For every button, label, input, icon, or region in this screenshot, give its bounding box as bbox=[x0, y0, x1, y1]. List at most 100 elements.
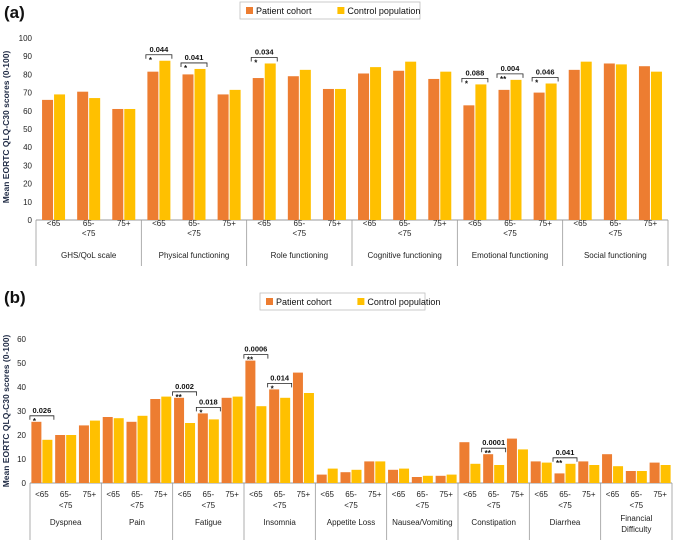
bar-patient bbox=[625, 471, 636, 483]
sig-bracket bbox=[481, 447, 507, 453]
group-label: Pain bbox=[129, 518, 145, 527]
legend-label: Patient cohort bbox=[256, 6, 312, 16]
group-label: GHS/QoL scale bbox=[61, 251, 117, 260]
sig-p-value: 0.034 bbox=[255, 47, 275, 56]
x-tick-label: 75+ bbox=[225, 490, 239, 499]
sig-p-value: 0.088 bbox=[465, 68, 484, 77]
bar-control bbox=[422, 475, 433, 483]
group-label: Emotional functioning bbox=[472, 251, 549, 260]
group-label: Difficulty bbox=[621, 525, 651, 534]
x-tick-label: 65- bbox=[274, 490, 286, 499]
sig-stars: ** bbox=[485, 449, 492, 458]
bar-patient bbox=[649, 462, 660, 483]
group-label: Appetite Loss bbox=[327, 518, 375, 527]
sig-stars: ** bbox=[500, 75, 507, 84]
bar-control bbox=[440, 71, 452, 220]
x-tick-label: 75+ bbox=[297, 490, 311, 499]
bar-control bbox=[615, 64, 627, 220]
x-tick-label: 65- bbox=[188, 219, 200, 228]
x-tick-label: 75+ bbox=[439, 490, 453, 499]
bar-control bbox=[370, 67, 382, 221]
bar-patient bbox=[77, 91, 89, 220]
bar-patient bbox=[459, 442, 470, 483]
sig-p-value: 0.014 bbox=[270, 373, 290, 382]
sig-bracket bbox=[195, 406, 221, 412]
bar-patient bbox=[358, 73, 370, 221]
bar-patient bbox=[411, 477, 422, 483]
bar-control bbox=[113, 418, 124, 483]
y-tick-label: 20 bbox=[17, 431, 26, 440]
x-tick-label: <65 bbox=[573, 219, 587, 228]
group-label: Cognitive functioning bbox=[368, 251, 442, 260]
x-tick-label: 65- bbox=[488, 490, 500, 499]
sig-bracket bbox=[172, 391, 197, 396]
group-label: Nausea/Vomiting bbox=[392, 518, 452, 527]
group-label: Social functioning bbox=[584, 251, 647, 260]
bar-control bbox=[565, 463, 576, 483]
sig-stars: * bbox=[465, 79, 469, 88]
bar-patient bbox=[554, 473, 565, 483]
x-tick-label: <65 bbox=[257, 219, 271, 228]
bar-control bbox=[405, 61, 417, 220]
bar-control bbox=[89, 420, 100, 483]
x-tick-label: 65- bbox=[203, 490, 215, 499]
x-tick-label: <65 bbox=[47, 219, 61, 228]
sig-stars: * bbox=[184, 64, 188, 73]
bar-patient bbox=[603, 63, 615, 221]
bar-patient bbox=[174, 397, 185, 483]
sig-bracket bbox=[250, 57, 278, 62]
sig-p-value: 0.0006 bbox=[244, 345, 267, 354]
x-tick-label: 65- bbox=[631, 490, 643, 499]
x-tick-label: <65 bbox=[463, 490, 477, 499]
sig-bracket bbox=[145, 54, 173, 59]
bar-patient bbox=[393, 70, 405, 220]
bar-patient bbox=[287, 76, 299, 220]
group-label: Role functioning bbox=[271, 251, 328, 260]
x-tick-label: <75 bbox=[273, 501, 287, 510]
y-axis-title: Mean EORTC QLQ-C30 scores (0-100) bbox=[1, 335, 11, 488]
bar-control bbox=[159, 60, 171, 220]
legend-label: Control population bbox=[347, 6, 420, 16]
x-tick-label: 75+ bbox=[117, 219, 131, 228]
bar-patient bbox=[269, 389, 280, 483]
x-tick-label: 75+ bbox=[653, 490, 667, 499]
bar-control bbox=[510, 79, 522, 220]
x-tick-label: 65- bbox=[610, 219, 622, 228]
sig-stars: * bbox=[199, 408, 203, 417]
bar-patient bbox=[126, 421, 137, 483]
x-tick-label: 75+ bbox=[368, 490, 382, 499]
x-tick-label: 75+ bbox=[644, 219, 658, 228]
y-axis-title: Mean EORTC QLQ-C30 scores (0-100) bbox=[1, 51, 11, 204]
x-tick-label: <65 bbox=[178, 490, 192, 499]
x-tick-label: 65- bbox=[345, 490, 357, 499]
bar-control bbox=[54, 94, 66, 220]
x-tick-label: <65 bbox=[468, 219, 482, 228]
y-tick-label: 60 bbox=[17, 335, 26, 344]
bar-patient bbox=[364, 461, 375, 483]
bar-patient bbox=[428, 78, 440, 220]
sig-bracket bbox=[461, 78, 489, 83]
sig-stars: ** bbox=[556, 459, 563, 468]
bar-control bbox=[194, 68, 206, 220]
legend-label: Control population bbox=[367, 297, 440, 307]
x-tick-label: <75 bbox=[416, 501, 430, 510]
bar-patient bbox=[435, 475, 446, 483]
legend-box bbox=[259, 292, 426, 311]
x-tick-label: <65 bbox=[606, 490, 620, 499]
bar-patient bbox=[42, 99, 54, 220]
bar-patient bbox=[506, 438, 517, 483]
x-tick-label: 75+ bbox=[222, 219, 236, 228]
x-tick-label: 65- bbox=[131, 490, 143, 499]
bar-patient bbox=[316, 474, 327, 483]
bar-patient bbox=[102, 417, 113, 483]
x-tick-label: <75 bbox=[558, 501, 572, 510]
legend-swatch bbox=[266, 298, 273, 305]
bar-patient bbox=[31, 421, 42, 483]
x-tick-label: <65 bbox=[106, 490, 120, 499]
bar-control bbox=[475, 84, 487, 220]
sig-bracket bbox=[531, 77, 559, 82]
bar-patient bbox=[340, 472, 351, 483]
y-tick-label: 10 bbox=[23, 198, 32, 207]
sig-p-value: 0.046 bbox=[536, 68, 555, 77]
sig-p-value: 0.041 bbox=[556, 448, 575, 457]
